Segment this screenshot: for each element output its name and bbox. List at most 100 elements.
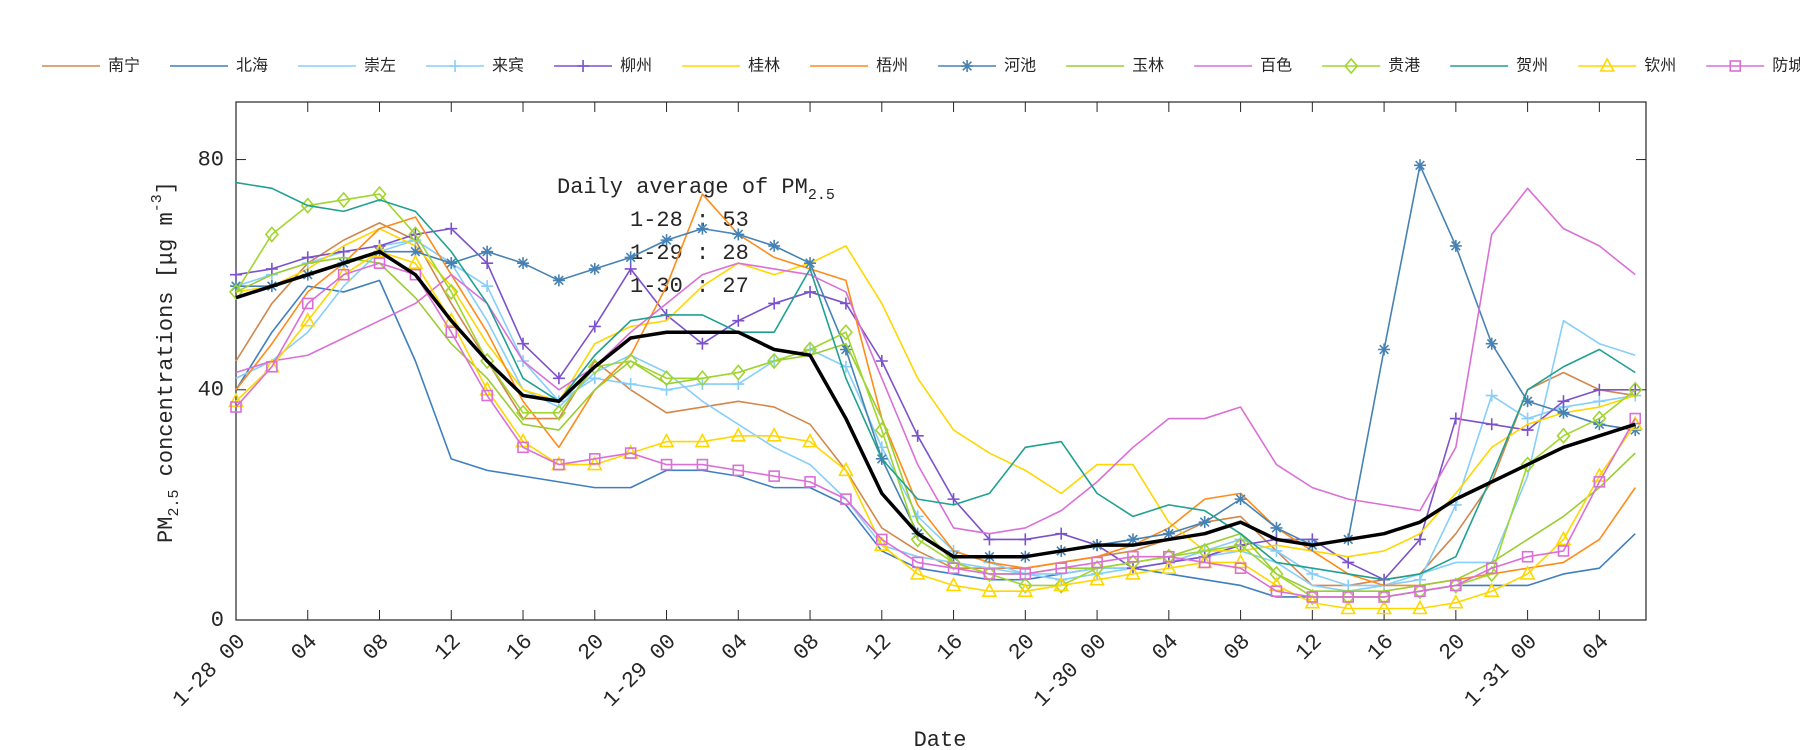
marker xyxy=(624,262,637,275)
marker xyxy=(1449,239,1462,252)
average-line xyxy=(235,249,1636,559)
marker xyxy=(1089,571,1105,586)
x-tick-label: 20 xyxy=(1004,629,1040,665)
marker xyxy=(983,533,996,546)
plot-area xyxy=(228,159,1644,615)
marker xyxy=(875,355,888,367)
marker xyxy=(517,337,530,350)
marker xyxy=(624,378,637,391)
marker xyxy=(1018,577,1033,594)
marker xyxy=(1342,556,1355,569)
marker xyxy=(372,185,387,203)
marker xyxy=(1593,383,1606,396)
marker xyxy=(1233,536,1248,554)
marker xyxy=(1161,548,1176,565)
legend-label: 南宁 xyxy=(108,56,140,75)
annotation-line: 1-29 : 28 xyxy=(630,241,749,266)
x-tick-label: 08 xyxy=(1219,629,1255,665)
y-tick-label: 0 xyxy=(211,608,224,633)
marker xyxy=(373,257,386,269)
marker xyxy=(588,320,601,333)
legend-label: 贵港 xyxy=(1388,56,1420,75)
marker xyxy=(694,432,711,448)
marker xyxy=(552,274,565,287)
marker xyxy=(1557,545,1570,557)
marker xyxy=(1053,576,1070,592)
marker xyxy=(1055,527,1068,540)
marker xyxy=(1198,556,1211,569)
series-line xyxy=(235,193,1636,587)
legend-item: 河池 xyxy=(938,56,1036,75)
marker xyxy=(1017,582,1034,598)
marker xyxy=(1198,516,1211,529)
marker xyxy=(874,421,889,439)
marker xyxy=(517,257,530,270)
marker xyxy=(804,285,817,298)
marker xyxy=(1160,559,1177,575)
marker xyxy=(445,257,458,270)
marker xyxy=(1127,550,1139,563)
marker xyxy=(766,427,783,442)
marker xyxy=(552,372,565,385)
marker xyxy=(839,343,852,356)
marker xyxy=(696,458,709,471)
marker xyxy=(1485,389,1498,402)
legend-label: 崇左 xyxy=(364,56,396,75)
marker xyxy=(876,533,888,546)
legend-label: 贺州 xyxy=(1516,56,1548,75)
marker xyxy=(481,257,494,270)
marker xyxy=(481,389,493,402)
marker xyxy=(1305,588,1320,606)
marker xyxy=(1306,591,1319,603)
series-line xyxy=(235,227,1636,558)
marker xyxy=(1557,406,1570,419)
legend-label: 梧州 xyxy=(876,56,908,75)
x-tick-label: 1-29 00 xyxy=(599,629,682,712)
marker xyxy=(301,251,314,264)
marker xyxy=(768,470,780,482)
marker xyxy=(1729,60,1742,72)
legend-label: 防城港 xyxy=(1772,56,1800,75)
x-tick-label: 1-31 00 xyxy=(1460,629,1543,712)
y-label-sup: -3 xyxy=(149,194,166,212)
marker xyxy=(443,312,460,327)
marker xyxy=(1485,562,1498,575)
annotation-title-sub: 2.5 xyxy=(808,187,835,204)
series-line xyxy=(235,239,1636,593)
marker xyxy=(1629,383,1642,396)
legend-label: 来宾 xyxy=(492,56,524,75)
marker xyxy=(1521,424,1534,437)
marker xyxy=(838,461,854,477)
marker xyxy=(1342,591,1355,603)
series-line xyxy=(235,262,1636,598)
legend-item: 桂林 xyxy=(682,56,780,75)
marker xyxy=(767,352,782,370)
y-label-sub: 2.5 xyxy=(166,490,183,517)
legend-item: 百色 xyxy=(1194,56,1292,75)
marker xyxy=(1449,412,1462,425)
marker xyxy=(1592,410,1607,427)
legend-item: 钦州 xyxy=(1578,56,1676,75)
marker xyxy=(804,257,817,270)
marker xyxy=(1163,550,1175,563)
marker xyxy=(449,60,462,72)
marker xyxy=(802,432,818,448)
marker xyxy=(336,191,351,209)
marker xyxy=(553,458,565,471)
marker xyxy=(624,251,637,264)
marker xyxy=(659,370,674,387)
y-tick-label: 80 xyxy=(198,147,224,172)
legend-item: 玉林 xyxy=(1066,56,1164,75)
marker xyxy=(1270,585,1283,598)
legend-item: 南宁 xyxy=(42,56,140,75)
x-tick-label: 16 xyxy=(1363,629,1399,665)
marker xyxy=(1519,565,1536,580)
marker xyxy=(840,493,852,505)
marker xyxy=(696,378,709,391)
series-line xyxy=(235,187,1636,535)
marker xyxy=(732,464,745,477)
marker xyxy=(1593,395,1606,408)
marker xyxy=(768,239,781,252)
marker xyxy=(299,312,316,327)
marker xyxy=(481,245,494,258)
